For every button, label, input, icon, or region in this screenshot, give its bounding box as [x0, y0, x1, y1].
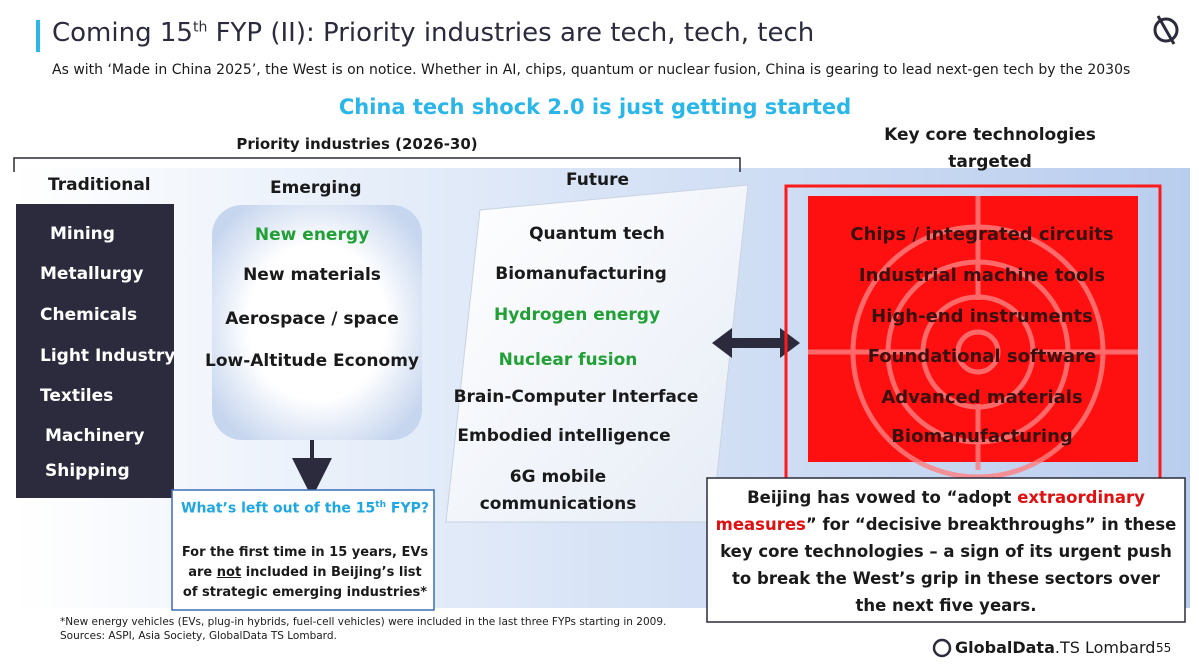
key-core-item: Advanced materials — [881, 387, 1083, 408]
callout-title-sup: th — [375, 500, 387, 510]
traditional-item: Shipping — [45, 461, 130, 481]
title-sup: th — [192, 19, 208, 36]
target-rings — [808, 196, 1138, 480]
future-item: 6G mobile communications — [479, 467, 637, 514]
title-accent — [36, 20, 40, 52]
left-callout-body: For the first time in 15 years, EVs are … — [180, 543, 430, 603]
left-callout-box — [171, 489, 435, 611]
callout-title-text: FYP? — [386, 500, 429, 517]
callout-body-emphasis: not — [216, 565, 242, 580]
emerging-glow — [212, 205, 422, 440]
footnotes: *New energy vehicles (EVs, plug-in hybri… — [60, 615, 666, 643]
bracket — [13, 157, 741, 172]
key-core-item: Biomanufacturing — [891, 426, 1073, 447]
key-core-item: High-end instruments — [871, 306, 1093, 327]
callout-text: ” for “decisive breakthroughs” in these … — [720, 515, 1177, 615]
brand: GlobalData.TS Lombard — [955, 638, 1155, 657]
emerging-item: New materials — [243, 265, 381, 285]
footnote: Sources: ASPI, Asia Society, GlobalData … — [60, 630, 337, 642]
logo — [1153, 15, 1179, 45]
future-item: Hydrogen energy — [493, 305, 661, 325]
callout-title-text: What’s left out of the 15 — [181, 500, 376, 517]
brand-logo — [932, 638, 952, 658]
future-title: Future — [566, 170, 630, 190]
traditional-box — [16, 204, 174, 498]
emerging-title: Emerging — [270, 178, 362, 198]
emerging-item: Aerospace / space — [225, 309, 399, 329]
callout-body-text: included in Beijing’s list of strategic … — [182, 565, 428, 600]
emerging-item: Low-Altitude Economy — [204, 351, 420, 371]
traditional-item: Metallurgy — [40, 264, 144, 284]
traditional-item: Chemicals — [40, 305, 138, 325]
right-callout-box — [706, 477, 1186, 623]
traditional-item: Machinery — [45, 426, 145, 446]
subtitle: As with ‘Made in China 2025’, the West i… — [52, 62, 1131, 78]
emerging-item: New energy — [254, 225, 370, 245]
priority-label: Priority industries (2026-30) — [236, 135, 478, 153]
future-item: Biomanufacturing — [495, 264, 667, 284]
key-core-item: Chips / integrated circuits — [850, 224, 1114, 245]
traditional-item: Mining — [50, 224, 115, 244]
future-item: Brain-Computer Interface — [453, 387, 699, 407]
future-item: Nuclear fusion — [498, 350, 638, 370]
footnote: *New energy vehicles (EVs, plug-in hybri… — [60, 616, 667, 628]
traditional-title: Traditional — [48, 175, 151, 195]
brand-sub: .TS Lombard — [1054, 638, 1156, 657]
key-core-item: Industrial machine tools — [858, 265, 1106, 286]
title: Coming 15th FYP (II): Priority industrie… — [52, 18, 814, 48]
callout-emphasis: extraordinary measures — [715, 488, 1145, 534]
future-item: Quantum tech — [529, 224, 665, 244]
key-core-title: Key core technologies targeted — [884, 125, 1096, 172]
left-callout-title: What’s left out of the 15th FYP? — [180, 496, 430, 519]
traditional-item: Textiles — [40, 386, 114, 406]
traditional-item: Light Industry — [40, 346, 176, 366]
title-text: Coming 15 — [52, 18, 193, 48]
key-core-item: Foundational software — [867, 346, 1097, 367]
callout-body-text: For the first time in 15 years, EVs are — [181, 545, 429, 580]
page-number: 55 — [1156, 641, 1172, 655]
title-text: FYP (II): Priority industries are tech, … — [207, 18, 815, 48]
future-item: Embodied intelligence — [457, 426, 671, 446]
right-callout-text: Beijing has vowed to “adopt extraordinar… — [714, 484, 1178, 619]
callout-text: Beijing has vowed to “adopt — [747, 488, 1018, 507]
headline: China tech shock 2.0 is just getting sta… — [338, 95, 852, 119]
brand-name: GlobalData — [955, 638, 1055, 657]
